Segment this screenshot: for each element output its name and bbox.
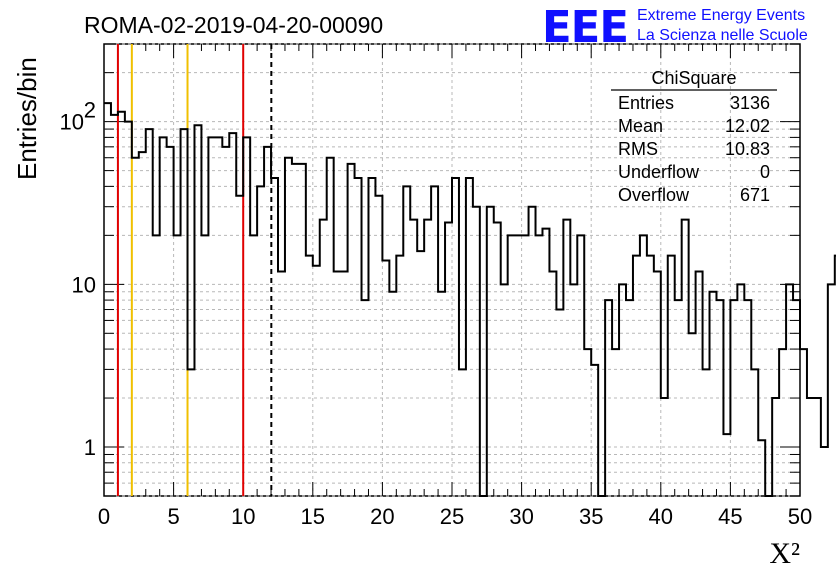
x-tick-label: 0 [98,504,110,529]
x-tick-label: 5 [167,504,179,529]
x-tick-label: 15 [301,504,325,529]
x-axis-label: X² [769,537,800,570]
stats-row-value: 0 [760,162,770,182]
stats-row-label: Underflow [618,162,700,182]
y-tick-label: 1 [84,435,96,460]
stats-row-value: 10.83 [725,139,770,159]
stats-row-value: 3136 [730,93,770,113]
stats-row-label: Mean [618,116,663,136]
x-tick-label: 35 [579,504,603,529]
histogram-outline [104,102,836,497]
x-tick-label: 10 [231,504,255,529]
x-tick-label: 50 [788,504,812,529]
eee-logo: EEE Extreme Energy Events La Scienza nel… [542,2,808,53]
x-tick-label: 20 [370,504,394,529]
y-tick-exponent: 2 [84,98,96,123]
x-tick-labels: 0 5 10 15 20 25 30 35 40 45 50 [98,504,812,529]
stats-row-label: RMS [618,139,658,159]
chart-title: ROMA-02-2019-04-20-00090 [84,12,383,38]
stats-box: ChiSquare Entries 3136 Mean 12.02 RMS 10… [611,68,777,205]
logo-mark: EEE [542,2,628,53]
logo-line-2: La Scienza nelle Scuole [637,27,808,44]
x-tick-label: 30 [509,504,533,529]
stats-row-value: 671 [740,185,770,205]
y-tick-label: 10 [60,110,84,135]
stats-box-name: ChiSquare [651,68,736,88]
stats-row-label: Entries [618,93,674,113]
y-axis-label: Entries/bin [12,57,42,180]
x-tick-label: 45 [718,504,742,529]
stats-row-value: 12.02 [725,116,770,136]
x-tick-label: 25 [440,504,464,529]
logo-line-1: Extreme Energy Events [637,7,805,24]
y-tick-label: 10 [72,272,96,297]
stats-row-label: Overflow [618,185,690,205]
grid-lines [104,43,800,497]
x-tick-label: 40 [649,504,673,529]
